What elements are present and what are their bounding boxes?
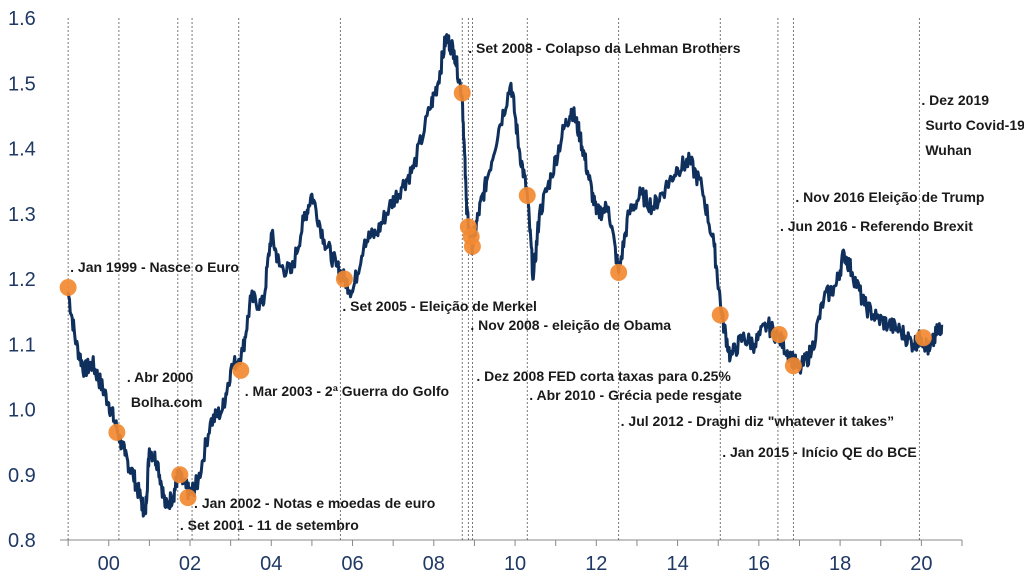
x-tick-label: 06 [341, 553, 363, 575]
event-marker [59, 278, 77, 296]
event-annotation: . Abr 2010 - Grécia pede resgate [529, 387, 742, 403]
event-marker [784, 357, 802, 375]
y-tick-label: 1.5 [8, 73, 36, 95]
event-annotation: . Jan 2015 - Início QE do BCE [722, 444, 917, 460]
event-annotation: Bolha.com [131, 394, 203, 410]
x-tick-label: 04 [260, 553, 282, 575]
event-annotation: . Jan 2002 - Notas e moedas de euro [194, 495, 435, 511]
event-marker [453, 84, 471, 102]
event-marker [108, 423, 126, 441]
event-annotation: . Abr 2000 [127, 369, 194, 385]
event-annotation: Wuhan [925, 142, 971, 158]
x-tick-label: 02 [179, 553, 201, 575]
y-tick-label: 0.9 [8, 465, 36, 487]
event-annotation: . Jul 2012 - Draghi diz "whatever it tak… [621, 413, 895, 429]
event-annotation: . Dez 2019 [921, 92, 989, 108]
event-annotation: Surto Covid-19 [925, 117, 1024, 133]
event-marker [711, 306, 729, 324]
event-lines [67, 18, 920, 540]
event-markers [59, 84, 932, 507]
event-annotation: . Set 2008 - Colapso da Lehman Brothers [468, 40, 741, 56]
y-tick-label: 1.0 [8, 400, 36, 422]
event-annotation: . Set 2005 - Eleição de Merkel [342, 298, 537, 314]
x-tick-label: 12 [585, 553, 607, 575]
event-annotation: . Jan 1999 - Nasce o Euro [70, 259, 239, 275]
y-axis: 0.8 0.9 1.0 1.1 1.2 1.3 1.4 1.5 1.6 [8, 8, 36, 552]
x-tick-label: 10 [504, 553, 526, 575]
x-tick-label: 14 [666, 553, 688, 575]
event-annotation: . Jun 2016 - Referendo Brexit [780, 218, 973, 234]
event-marker [171, 466, 189, 484]
y-tick-label: 1.1 [8, 334, 36, 356]
event-marker [463, 237, 481, 255]
x-tick-label: 00 [98, 553, 120, 575]
x-tick-label: 16 [748, 553, 770, 575]
event-annotation: . Mar 2003 - 2ª Guerra do Golfo [245, 383, 449, 399]
y-tick-label: 1.6 [8, 8, 36, 30]
y-tick-label: 1.3 [8, 204, 36, 226]
event-annotation: . Set 2001 - 11 de setembro [180, 517, 359, 533]
y-tick-label: 1.2 [8, 269, 36, 291]
event-marker [518, 186, 536, 204]
y-tick-label: 1.4 [8, 139, 36, 161]
event-marker [914, 329, 932, 347]
y-tick-label: 0.8 [8, 530, 36, 552]
x-axis: 00 02 04 06 08 10 12 14 16 18 20 [60, 539, 963, 575]
event-marker [232, 361, 250, 379]
x-tick-label: 20 [910, 553, 932, 575]
x-tick-label: 08 [423, 553, 445, 575]
event-marker [770, 325, 788, 343]
event-annotation: . Dez 2008 FED corta taxas para 0.25% [476, 368, 731, 384]
event-marker [610, 263, 628, 281]
event-annotations: . Jan 1999 - Nasce o Euro . Abr 2000 Bolha… [70, 40, 1024, 533]
event-marker [335, 270, 353, 288]
x-tick-label: 18 [829, 553, 851, 575]
event-annotation: . Nov 2016 Eleição de Trump [795, 189, 984, 205]
event-marker [179, 489, 197, 507]
event-annotation: . Nov 2008 - eleição de Obama [470, 317, 671, 333]
